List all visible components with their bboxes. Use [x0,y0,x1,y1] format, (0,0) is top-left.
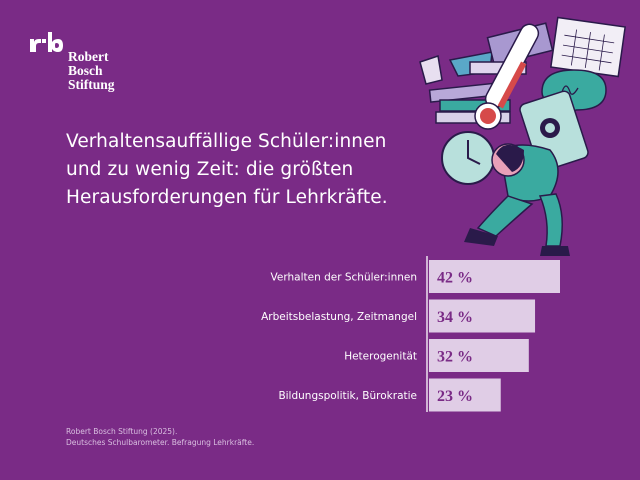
bar-value-label: 23 % [437,388,473,405]
brand-name: Robert Bosch Stiftung [68,50,115,92]
source-line-1: Robert Bosch Stiftung (2025). [66,427,178,436]
title-line-3: Herausforderungen für Lehrkräfte. [66,187,388,208]
bar-3 [429,339,529,372]
title-line-2: und zu wenig Zeit: die größten [66,159,354,180]
person-figure [464,143,570,256]
source-line-2: Deutsches Schulbarometer. Befragung Lehr… [66,438,255,447]
category-label: Verhalten der Schüler:innen [271,272,417,284]
bar-value-label: 42 % [437,270,473,287]
rb-logo-icon [30,32,63,52]
source-note: Robert Bosch Stiftung (2025). Deutsches … [66,426,254,448]
category-label: Arbeitsbelastung, Zeitmangel [261,311,417,323]
thermometer-icon [474,23,540,130]
page-title: Verhaltensauffällige Schüler:innen und z… [66,128,426,212]
bar-value-label: 34 % [437,309,473,326]
brand-name-line1: Robert Bosch [68,49,109,78]
brand-name-line2: Stiftung [68,77,115,92]
bar-value-label: 32 % [437,349,473,366]
bar-1 [429,260,560,293]
title-line-1: Verhaltensauffällige Schüler:innen [66,131,387,152]
brand-logo: Robert Bosch Stiftung [30,30,115,92]
stressed-teacher-illustration [419,16,626,256]
category-label: Heterogenität [344,351,417,363]
bars-layer: 42 % Verhalten der Schüler:innen 34 % Arbei… [261,260,560,412]
category-label: Bildungspolitik, Bürokratie [278,390,417,402]
bar-4 [429,378,501,412]
bar-2 [429,299,536,333]
